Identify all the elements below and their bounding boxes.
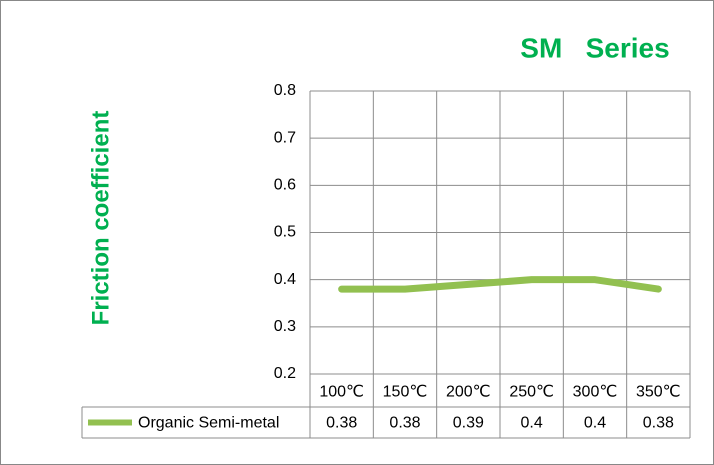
table-value: 0.4 — [521, 415, 543, 432]
table-value: 0.4 — [584, 415, 606, 432]
table-value: 0.38 — [389, 415, 420, 432]
y-tick-label: 0.6 — [274, 177, 296, 194]
x-tick-label: 200℃ — [446, 384, 491, 401]
x-tick-label: 150℃ — [383, 384, 428, 401]
y-tick-label: 0.5 — [274, 224, 296, 241]
x-tick-label: 300℃ — [573, 384, 618, 401]
chart-title: SM Series — [520, 32, 669, 63]
line-series — [338, 276, 662, 293]
table-value: 0.38 — [643, 415, 674, 432]
y-tick-label: 0.7 — [274, 129, 296, 146]
x-tick-label: 250℃ — [509, 384, 554, 401]
table-value: 0.39 — [453, 415, 484, 432]
y-tick-label: 0.3 — [274, 318, 296, 335]
legend-label: Organic Semi-metal — [138, 415, 279, 432]
y-tick-label: 0.8 — [274, 82, 296, 99]
x-tick-label: 350℃ — [636, 384, 681, 401]
y-axis-label: Friction coefficient — [87, 111, 114, 326]
y-tick-label: 0.2 — [274, 365, 296, 382]
y-tick-label: 0.4 — [274, 271, 296, 288]
table-value: 0.38 — [326, 415, 357, 432]
x-tick-label: 100℃ — [319, 384, 364, 401]
